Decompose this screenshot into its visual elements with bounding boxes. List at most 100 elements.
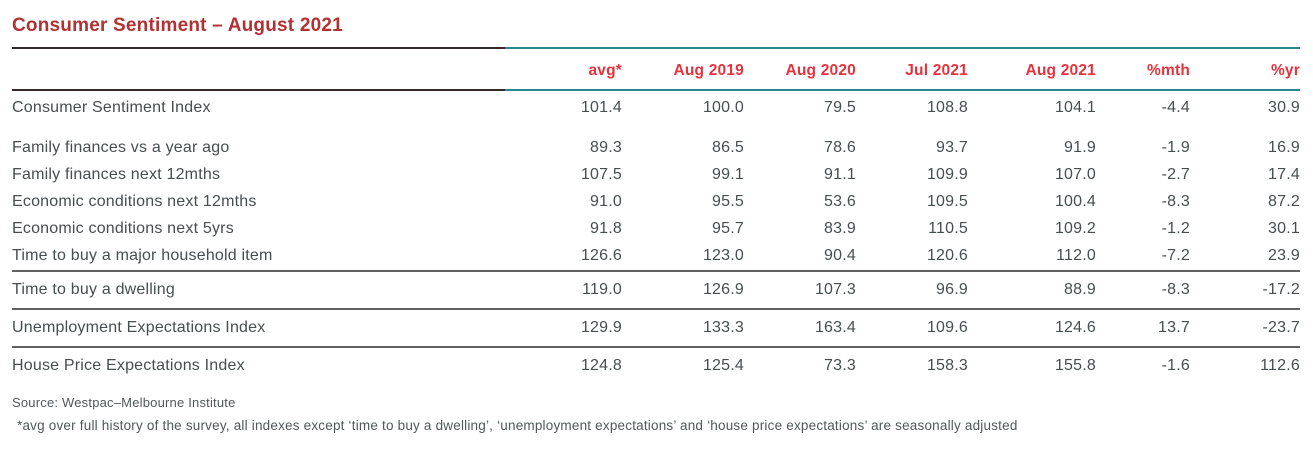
cell-value: 83.9: [824, 220, 856, 237]
cell-value: 126.9: [702, 281, 744, 298]
title-rule: [12, 47, 1300, 49]
cell-value: 53.6: [824, 193, 856, 210]
cell-value: 87.2: [1268, 193, 1300, 210]
cell-value: 73.3: [824, 357, 856, 374]
header-row: avg* Aug 2019 Aug 2020 Jul 2021 Aug 2021…: [12, 49, 1300, 91]
table-group: Consumer Sentiment Index 101.4 100.0 79.5 10…: [12, 90, 1300, 135]
cell-value: -1.9: [1161, 139, 1190, 156]
cell-value: -1.2: [1161, 220, 1190, 237]
row-label: Family finances vs a year ago: [12, 139, 230, 156]
cell-value: 91.0: [590, 193, 622, 210]
cell-value: -17.2: [1262, 281, 1300, 298]
cell-value: 100.0: [702, 99, 744, 116]
cell-value: 107.3: [814, 281, 856, 298]
table-row: Time to buy a dwelling 119.0 126.9 107.3 96.…: [12, 271, 1300, 309]
cell-value: 79.5: [824, 99, 856, 116]
table-group: Family finances vs a year ago 89.3 86.5 78.…: [12, 135, 1300, 271]
cell-value: 112.0: [1056, 247, 1096, 264]
column-header-aug-2019: Aug 2019: [622, 49, 744, 91]
cell-value: 86.5: [712, 139, 744, 156]
row-label: Time to buy a major household item: [12, 247, 273, 264]
cell-value: -8.3: [1161, 193, 1190, 210]
cell-value: 16.9: [1268, 139, 1300, 156]
cell-value: 126.6: [580, 247, 622, 264]
table-row: Unemployment Expectations Index 129.9 133.…: [12, 309, 1300, 347]
cell-value: -1.6: [1161, 357, 1190, 374]
cell-value: -7.2: [1161, 247, 1190, 264]
table-group: Time to buy a dwelling 119.0 126.9 107.3 96.…: [12, 271, 1300, 309]
row-label: Economic conditions next 12mths: [12, 193, 257, 210]
column-header-aug-2020: Aug 2020: [744, 49, 856, 91]
cell-value: 110.5: [928, 220, 968, 237]
cell-value: 78.6: [824, 139, 856, 156]
cell-value: 101.4: [580, 99, 622, 116]
table-row: Economic conditions next 5yrs 91.8 95.7 83.…: [12, 216, 1300, 243]
cell-value: 124.6: [1054, 319, 1096, 336]
cell-value: 91.9: [1064, 139, 1096, 156]
table-row: House Price Expectations Index 124.8 125.4…: [12, 347, 1300, 384]
cell-value: 133.3: [702, 319, 744, 336]
column-header-pct-mth: %mth: [1096, 49, 1190, 91]
page-title: Consumer Sentiment – August 2021: [12, 15, 343, 36]
cell-value: 129.9: [580, 319, 622, 336]
cell-value: 109.9: [926, 166, 968, 183]
column-header-blank: [12, 49, 505, 91]
cell-value: 90.4: [824, 247, 856, 264]
column-header-pct-yr: %yr: [1190, 49, 1300, 91]
cell-value: 104.1: [1054, 99, 1096, 116]
cell-value: 120.6: [926, 247, 968, 264]
table-row: Time to buy a major household item 126.6 1…: [12, 243, 1300, 271]
cell-value: 23.9: [1268, 247, 1300, 264]
cell-value: -4.4: [1161, 99, 1190, 116]
cell-value: 88.9: [1064, 281, 1096, 298]
column-header-jul-2021: Jul 2021: [856, 49, 968, 91]
column-header-avg: avg*: [505, 49, 622, 91]
cell-value: 95.5: [712, 193, 744, 210]
row-label: Unemployment Expectations Index: [12, 319, 266, 336]
table-row: Family finances vs a year ago 89.3 86.5 78.…: [12, 135, 1300, 162]
cell-value: 158.3: [926, 357, 968, 374]
row-label: Family finances next 12mths: [12, 166, 221, 183]
cell-value: 30.9: [1268, 99, 1300, 116]
column-header-aug-2021: Aug 2021: [968, 49, 1096, 91]
cell-value: 30.1: [1268, 220, 1300, 237]
cell-value: 96.9: [936, 281, 968, 298]
cell-value: -23.7: [1262, 319, 1300, 336]
table-row: Family finances next 12mths 107.5 99.1 91.1…: [12, 162, 1300, 189]
cell-value: 124.8: [580, 357, 622, 374]
row-label: Consumer Sentiment Index: [12, 99, 211, 116]
row-label: Economic conditions next 5yrs: [12, 220, 234, 237]
row-label: Time to buy a dwelling: [12, 281, 175, 298]
row-label: House Price Expectations Index: [12, 357, 245, 374]
table-row: Consumer Sentiment Index 101.4 100.0 79.5 10…: [12, 90, 1300, 135]
table-header: avg* Aug 2019 Aug 2020 Jul 2021 Aug 2021…: [12, 49, 1300, 91]
table-group: House Price Expectations Index 124.8 125.4…: [12, 347, 1300, 384]
cell-value: 112.6: [1260, 357, 1300, 374]
table-row: Economic conditions next 12mths 91.0 95.5 5…: [12, 189, 1300, 216]
cell-value: 155.8: [1054, 357, 1096, 374]
cell-value: -2.7: [1161, 166, 1190, 183]
source-note: Source: Westpac–Melbourne Institute: [12, 395, 236, 410]
table-group: Unemployment Expectations Index 129.9 133.…: [12, 309, 1300, 347]
cell-value: 91.8: [590, 220, 622, 237]
consumer-sentiment-table: avg* Aug 2019 Aug 2020 Jul 2021 Aug 2021…: [12, 49, 1300, 384]
cell-value: 89.3: [590, 139, 622, 156]
cell-value: 119.0: [582, 281, 622, 298]
cell-value: 125.4: [702, 357, 744, 374]
cell-value: 109.6: [926, 319, 968, 336]
cell-value: 91.1: [824, 166, 856, 183]
cell-value: 93.7: [936, 139, 968, 156]
cell-value: 109.2: [1054, 220, 1096, 237]
cell-value: 13.7: [1158, 319, 1190, 336]
cell-value: 100.4: [1054, 193, 1096, 210]
cell-value: 123.0: [702, 247, 744, 264]
cell-value: -8.3: [1161, 281, 1190, 298]
footnote: *avg over full history of the survey, al…: [17, 418, 1018, 433]
cell-value: 109.5: [926, 193, 968, 210]
cell-value: 95.7: [712, 220, 744, 237]
cell-value: 99.1: [712, 166, 744, 183]
cell-value: 108.8: [926, 99, 968, 116]
cell-value: 163.4: [814, 319, 856, 336]
cell-value: 107.5: [580, 166, 622, 183]
